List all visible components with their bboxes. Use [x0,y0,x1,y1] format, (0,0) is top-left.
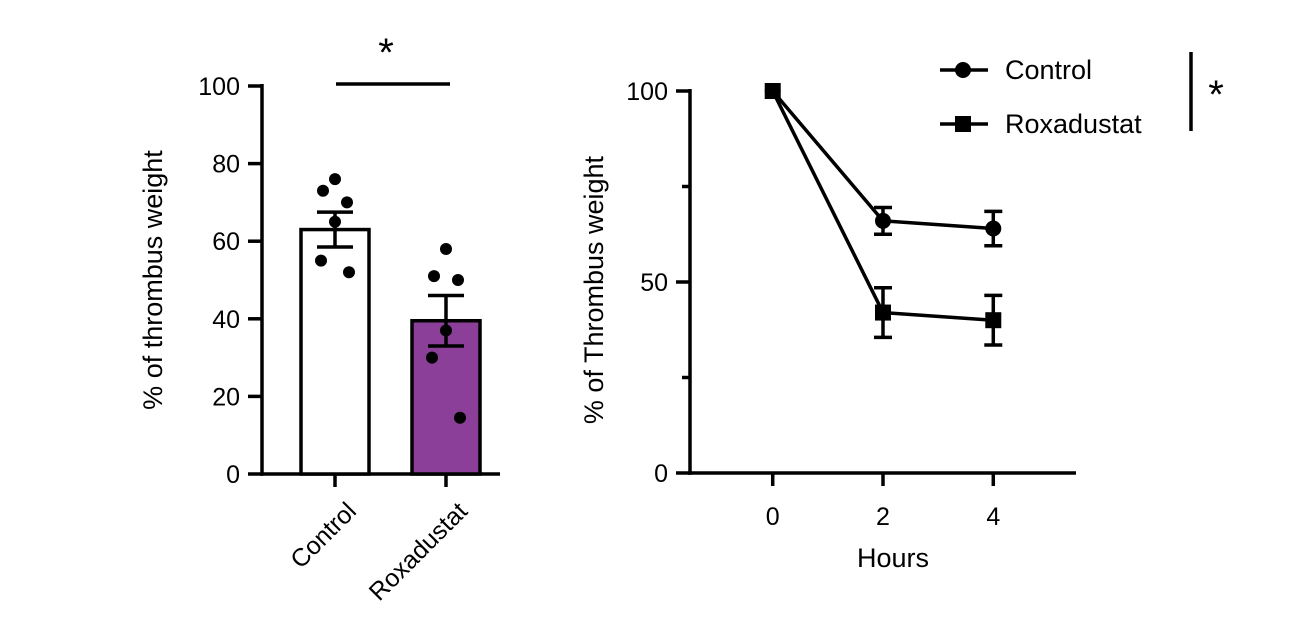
data-point [428,270,440,283]
data-point [426,351,438,364]
significance-asterisk: * [378,31,394,75]
data-point [452,274,464,286]
y-tick-label: 80 [212,151,240,179]
data-point [329,173,341,186]
x-tick-label: 0 [766,503,780,531]
data-point [454,411,466,424]
legend-marker-roxadustat [955,116,971,132]
y-tick-label: 20 [212,383,240,411]
bar-control [299,227,371,476]
data-point [329,215,341,228]
x-tick-label-control: Control [285,497,362,574]
y-axis-title: % of thrombus weight [138,150,168,410]
data-point [875,212,891,229]
line-chart: 0 50 100 0 2 4 Hours % of Thrombus weight Contro… [579,52,1224,573]
legend-label-roxadustat: Roxadustat [1005,109,1142,139]
series-control [764,83,1003,248]
data-point [341,196,353,209]
data-point [343,266,355,279]
data-point [875,304,891,321]
significance-asterisk: * [1208,73,1224,117]
y-tick-label: 60 [212,228,240,256]
x-tick-label: 4 [986,503,1000,531]
data-point [985,312,1002,329]
x-tick-label: 2 [876,503,890,531]
y-tick-label: 0 [226,461,240,489]
data-point [764,83,781,99]
x-axis-title: Hours [857,543,929,573]
data-point [440,242,452,255]
y-tick-label: 100 [198,73,240,101]
y-tick-label: 50 [640,269,668,297]
data-point [315,254,327,267]
legend-label-control: Control [1005,55,1092,85]
series-roxadustat [764,83,1003,347]
y-tick-label: 100 [626,78,668,106]
data-point [985,220,1002,237]
y-tick-label: 0 [654,460,668,488]
legend-marker-control [955,62,971,78]
y-tick-label: 40 [212,306,240,334]
data-point [440,324,452,337]
data-point [317,184,329,197]
bar-chart: 0 20 40 60 80 100 Control Roxadustat * % of throm… [138,31,500,606]
y-axis-title: % of Thrombus weight [579,155,609,424]
x-tick-label-roxadustat: Roxadustat [364,497,473,606]
